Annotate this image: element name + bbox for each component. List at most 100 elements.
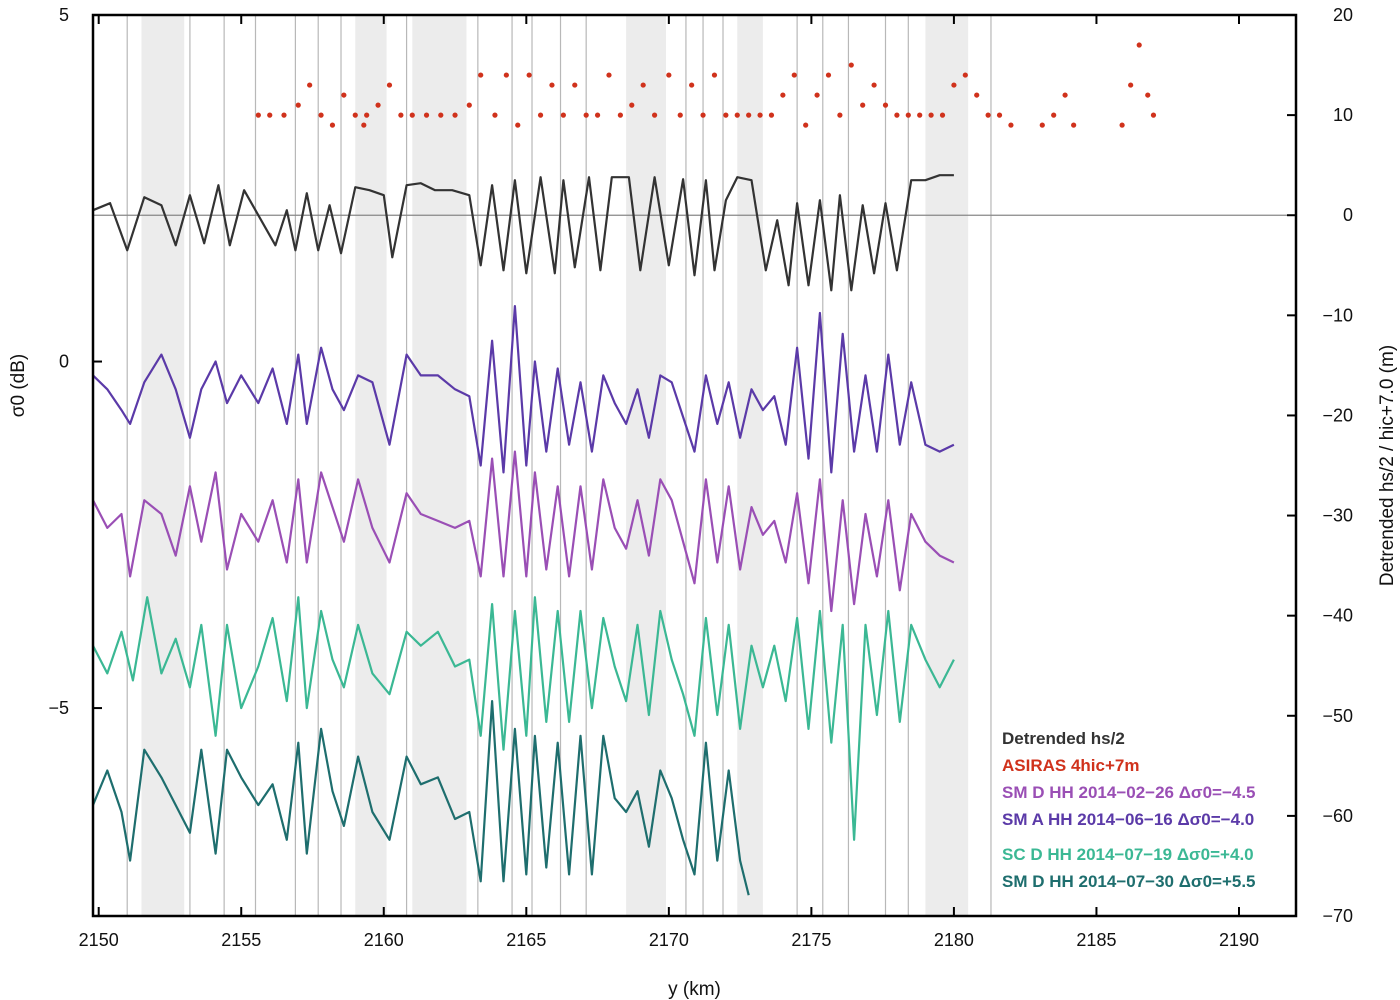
asiras-point [677, 112, 683, 118]
asiras-point [848, 62, 854, 68]
asiras-point [629, 102, 635, 108]
asiras-point [492, 112, 498, 118]
y-right-tick-label: −70 [1322, 906, 1353, 926]
y-left-tick-label: −5 [48, 698, 69, 718]
asiras-point [1071, 122, 1077, 128]
asiras-point [860, 102, 866, 108]
legend-entry-1: Detrended hs/2 [1002, 729, 1125, 748]
asiras-point [871, 82, 877, 88]
asiras-point [1145, 92, 1151, 98]
asiras-point [985, 112, 991, 118]
asiras-point [962, 72, 968, 78]
asiras-point [1039, 122, 1045, 128]
shaded-band-5 [737, 15, 763, 916]
shaded-band-6 [925, 15, 969, 916]
asiras-point [255, 112, 261, 118]
x-tick-label: 2165 [506, 930, 546, 950]
x-tick-label: 2160 [364, 930, 404, 950]
asiras-point [352, 112, 358, 118]
asiras-point [606, 72, 612, 78]
y-right-tick-label: 20 [1333, 5, 1353, 25]
x-tick-label: 2170 [649, 930, 689, 950]
asiras-point [711, 72, 718, 78]
plot-frame [91, 13, 1298, 918]
asiras-point [651, 112, 658, 118]
y-axis-left: 5 0 −5 [48, 5, 102, 718]
y-axis-right-title: Detrended hs/2 / hic+7.0 (m) [1377, 345, 1398, 586]
asiras-point [267, 112, 273, 118]
asiras-point [583, 112, 589, 118]
asiras-point [341, 92, 347, 98]
asiras-point [974, 92, 980, 98]
asiras-point [364, 112, 370, 118]
shaded-band-2 [355, 15, 387, 916]
asiras-point [640, 82, 646, 88]
vertical-reference-lines [126, 15, 992, 916]
asiras-point [689, 82, 695, 88]
asiras-point [928, 112, 934, 118]
y-axis-right: 20 10 0 −10 −20 −30 −40 −50 −60 −70 [1287, 5, 1353, 926]
asiras-point [375, 102, 381, 108]
asiras-point [295, 102, 301, 108]
shaded-band-1 [141, 15, 185, 916]
series-1-line [92, 174, 954, 292]
legend-entry-5: SC D HH 2014−07−19 Δσ0=+4.0 [1002, 845, 1254, 864]
asiras-point [398, 112, 404, 118]
asiras-point [768, 112, 775, 118]
asiras-point [917, 112, 923, 118]
series-layer [91, 42, 1157, 896]
y-left-tick-label: 5 [59, 5, 69, 25]
shaded-bands [141, 15, 969, 916]
asiras-point [791, 72, 797, 78]
asiras-point [526, 72, 532, 78]
asiras-point [894, 112, 900, 118]
asiras-point [537, 112, 544, 118]
asiras-point [617, 112, 623, 118]
x-tick-label: 2150 [79, 930, 119, 950]
asiras-point [757, 112, 763, 118]
asiras-point [1051, 112, 1057, 118]
asiras-point [572, 82, 578, 88]
x-tick-label: 2155 [221, 930, 261, 950]
x-tick-label: 2175 [791, 930, 831, 950]
asiras-point [825, 72, 832, 78]
legend-entry-2: ASIRAS 4hic+7m [1002, 756, 1139, 775]
x-axis: 2150 2155 2160 2165 2170 2175 2180 2185 2190 [79, 15, 1259, 950]
asiras-point [780, 92, 786, 98]
shaded-band-3 [412, 15, 467, 916]
asiras-point [734, 112, 740, 118]
asiras-point [307, 82, 313, 88]
y-right-tick-label: 10 [1333, 105, 1353, 125]
asiras-point [329, 122, 336, 128]
y-axis-left-title: σ0 (dB) [8, 354, 29, 417]
legend-entry-6: SM D HH 2014−07−30 Δσ0=+5.5 [1002, 872, 1256, 891]
x-tick-label: 2185 [1076, 930, 1116, 950]
y-right-tick-label: −40 [1322, 606, 1353, 626]
asiras-point [281, 112, 287, 118]
asiras-point [452, 112, 458, 118]
asiras-point [1119, 122, 1125, 128]
y-right-tick-label: −20 [1322, 405, 1353, 425]
y-right-tick-label: −30 [1322, 506, 1353, 526]
asiras-point [560, 112, 566, 118]
legend: Detrended hs/2 ASIRAS 4hic+7m SM D HH 2014… [1002, 729, 1256, 891]
asiras-point [361, 122, 367, 128]
asiras-point [1136, 42, 1142, 48]
asiras-point [1128, 82, 1134, 88]
asiras-point [438, 112, 444, 118]
asiras-point [549, 82, 555, 88]
asiras-point [803, 122, 809, 128]
asiras-point [503, 72, 509, 78]
asiras-point [939, 112, 946, 118]
x-tick-label: 2180 [934, 930, 974, 950]
asiras-point [746, 112, 752, 118]
asiras-point [466, 102, 472, 108]
asiras-point [882, 102, 889, 108]
asiras-point [318, 112, 324, 118]
asiras-point [723, 112, 729, 118]
asiras-point [951, 82, 957, 88]
asiras-point [666, 72, 672, 78]
legend-entry-3: SM D HH 2014−02−26 Δσ0=−4.5 [1002, 783, 1256, 802]
x-tick-label: 2190 [1219, 930, 1259, 950]
